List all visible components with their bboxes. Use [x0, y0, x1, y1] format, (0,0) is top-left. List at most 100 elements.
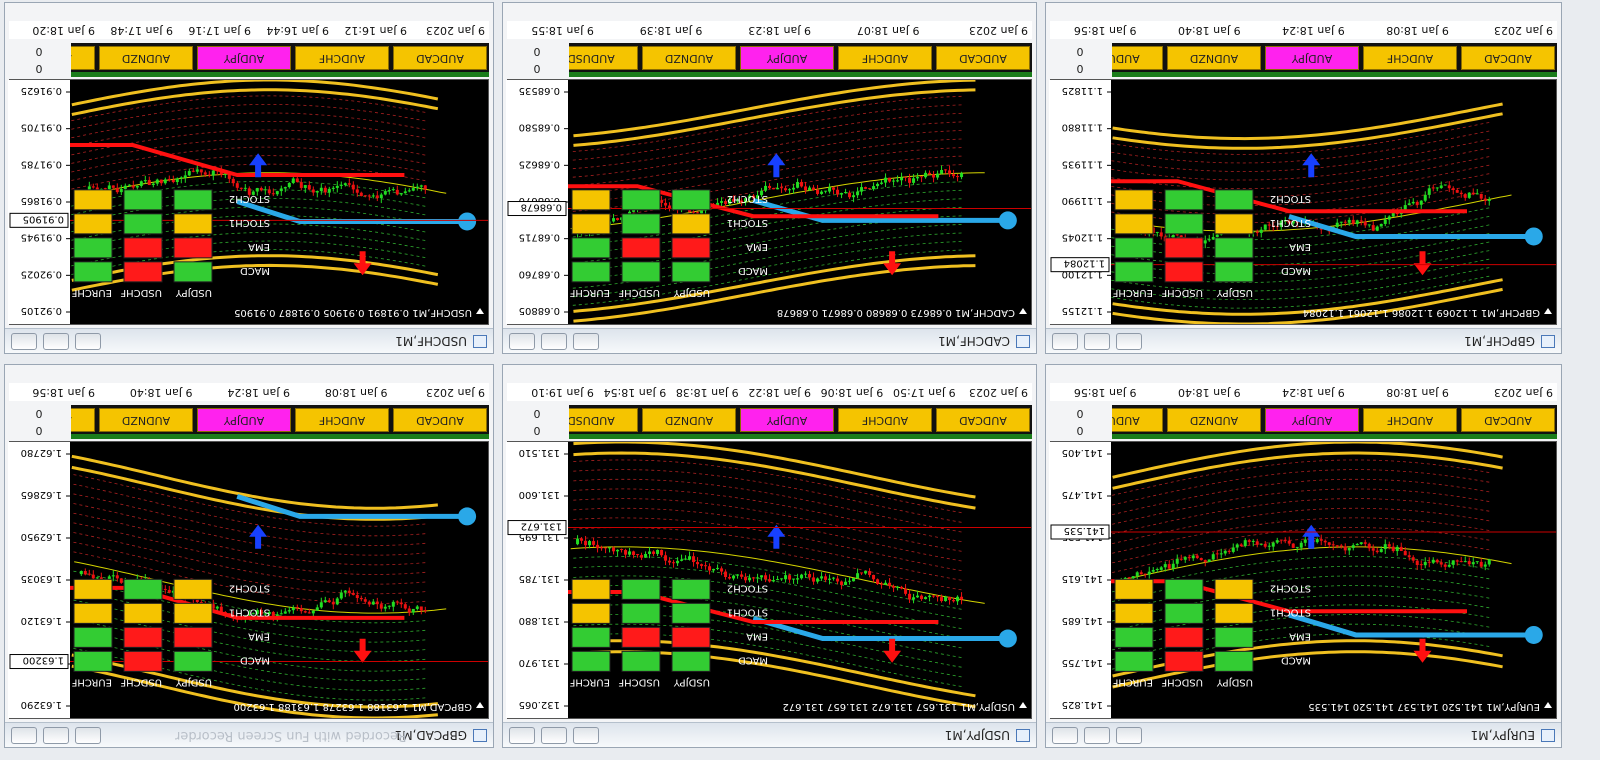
symbol-tab[interactable]: AUDJPY [740, 408, 834, 432]
symbol-tab[interactable]: AUDCHF [838, 408, 932, 432]
envelope-line [571, 498, 962, 552]
candle-body [1459, 192, 1463, 195]
envelope-line [1111, 478, 1490, 516]
symbol-tab[interactable]: AUDNZD [99, 408, 193, 432]
symbol-tab[interactable]: AUDNZD [642, 408, 736, 432]
candle-body [692, 211, 696, 213]
symbol-tab[interactable]: AUDUSD [1112, 46, 1163, 70]
info-line: USDCHF,M1 0.91891 0.91905 0.91887 0.9190… [234, 307, 472, 318]
time-label: 9 Jan 18:56 [32, 386, 95, 399]
symbol-tab[interactable]: AUDCHF [295, 46, 389, 70]
candle-body [1387, 544, 1391, 547]
symbol-tab[interactable]: AUDCHF [1363, 408, 1457, 432]
candle-body [95, 187, 99, 192]
pair-label: USDJPY [673, 676, 710, 687]
candle-body [952, 174, 956, 177]
indicator-label: STOCH1 [1270, 217, 1311, 228]
candle-body [131, 185, 135, 188]
candle-body [900, 586, 904, 589]
candle-body [415, 186, 419, 189]
candle-body [223, 173, 227, 175]
candle-body [1275, 540, 1279, 543]
close-button[interactable] [1052, 727, 1078, 744]
close-button[interactable] [509, 333, 535, 350]
minimize-button[interactable] [573, 333, 599, 350]
close-button[interactable] [509, 727, 535, 744]
candle-body [1435, 187, 1439, 189]
symbol-tab[interactable]: AUDCHF [838, 46, 932, 70]
symbol-tab[interactable]: AUDUSD [71, 46, 95, 70]
signal-box [123, 650, 163, 672]
symbol-tab[interactable]: AUDUSD [71, 408, 95, 432]
close-button[interactable] [11, 333, 37, 350]
symbol-tab[interactable]: AUDJPY [197, 408, 291, 432]
maximize-button[interactable] [1084, 333, 1110, 350]
symbol-tab[interactable]: AUDUSD [1112, 408, 1163, 432]
close-button[interactable] [11, 727, 37, 744]
minimize-button[interactable] [75, 727, 101, 744]
minimize-button[interactable] [1116, 333, 1142, 350]
candle-body [924, 597, 928, 600]
symbol-tab[interactable]: AUDUSD [569, 408, 638, 432]
candle-body [904, 176, 908, 178]
symbol-tab[interactable]: AUDNZD [1167, 408, 1261, 432]
trend-line [752, 198, 1008, 223]
symbol-tab[interactable]: AUDJPY [197, 46, 291, 70]
candle-body [1219, 553, 1223, 555]
symbol-tab[interactable]: AUDCAD [936, 408, 1030, 432]
minimize-button[interactable] [573, 727, 599, 744]
pair-label: EURCHF [71, 287, 112, 298]
close-button[interactable] [1052, 333, 1078, 350]
symbol-tab[interactable]: AUDCAD [1461, 46, 1555, 70]
candle-body [291, 178, 295, 184]
band [71, 88, 439, 116]
maximize-button[interactable] [541, 333, 567, 350]
symbol-tab[interactable]: AUDCAD [1461, 408, 1555, 432]
symbol-tab[interactable]: AUDCAD [936, 46, 1030, 70]
candle-body [111, 185, 115, 188]
candle-body [343, 590, 347, 593]
candle-body [407, 190, 411, 192]
maximize-button[interactable] [43, 333, 69, 350]
candle-body [383, 191, 387, 195]
candle-body [391, 601, 395, 607]
symbol-tab[interactable]: AUDUSD [569, 46, 638, 70]
minimize-button[interactable] [1116, 727, 1142, 744]
minimize-button[interactable] [75, 333, 101, 350]
symbol-tab[interactable]: AUDNZD [642, 46, 736, 70]
trend-end [458, 507, 477, 526]
symbol-tab[interactable]: AUDCHF [295, 408, 389, 432]
candle-body [616, 218, 620, 220]
maximize-button[interactable] [43, 727, 69, 744]
symbol-tab[interactable]: AUDCHF [1363, 46, 1457, 70]
candle-body [896, 180, 900, 182]
band [573, 264, 976, 323]
indicator-label: MACD [240, 265, 270, 276]
symbol-tab[interactable]: AUDJPY [740, 46, 834, 70]
time-axis: 9 Jan 2023 9 Jan 18:08 9 Jan 18:24 9 Jan 18… [1050, 21, 1557, 39]
window-icon [1016, 335, 1030, 348]
price-label: 1.12045 [1062, 232, 1103, 243]
time-label: 9 Jan 18:08 [1386, 24, 1449, 37]
price-label: 0.91945 [21, 232, 62, 243]
envelope-line [1111, 507, 1490, 545]
candle-body [1271, 542, 1275, 547]
symbol-tab[interactable]: AUDCAD [393, 408, 487, 432]
candle-body [359, 192, 363, 197]
symbol-tab[interactable]: AUDCAD [393, 46, 487, 70]
symbol-tab[interactable]: AUDNZD [99, 46, 193, 70]
symbol-tab[interactable]: AUDNZD [1167, 46, 1261, 70]
maximize-button[interactable] [1084, 727, 1110, 744]
candle-body [732, 199, 736, 202]
candle-body [1175, 558, 1179, 564]
moving-average [74, 561, 447, 614]
candle-body [948, 596, 952, 601]
candle-body [820, 191, 824, 194]
maximize-button[interactable] [541, 727, 567, 744]
candle-body [1419, 200, 1423, 205]
candle-body [307, 612, 311, 614]
symbol-tab[interactable]: AUDJPY [1265, 46, 1359, 70]
symbol-tab[interactable]: AUDJPY [1265, 408, 1359, 432]
